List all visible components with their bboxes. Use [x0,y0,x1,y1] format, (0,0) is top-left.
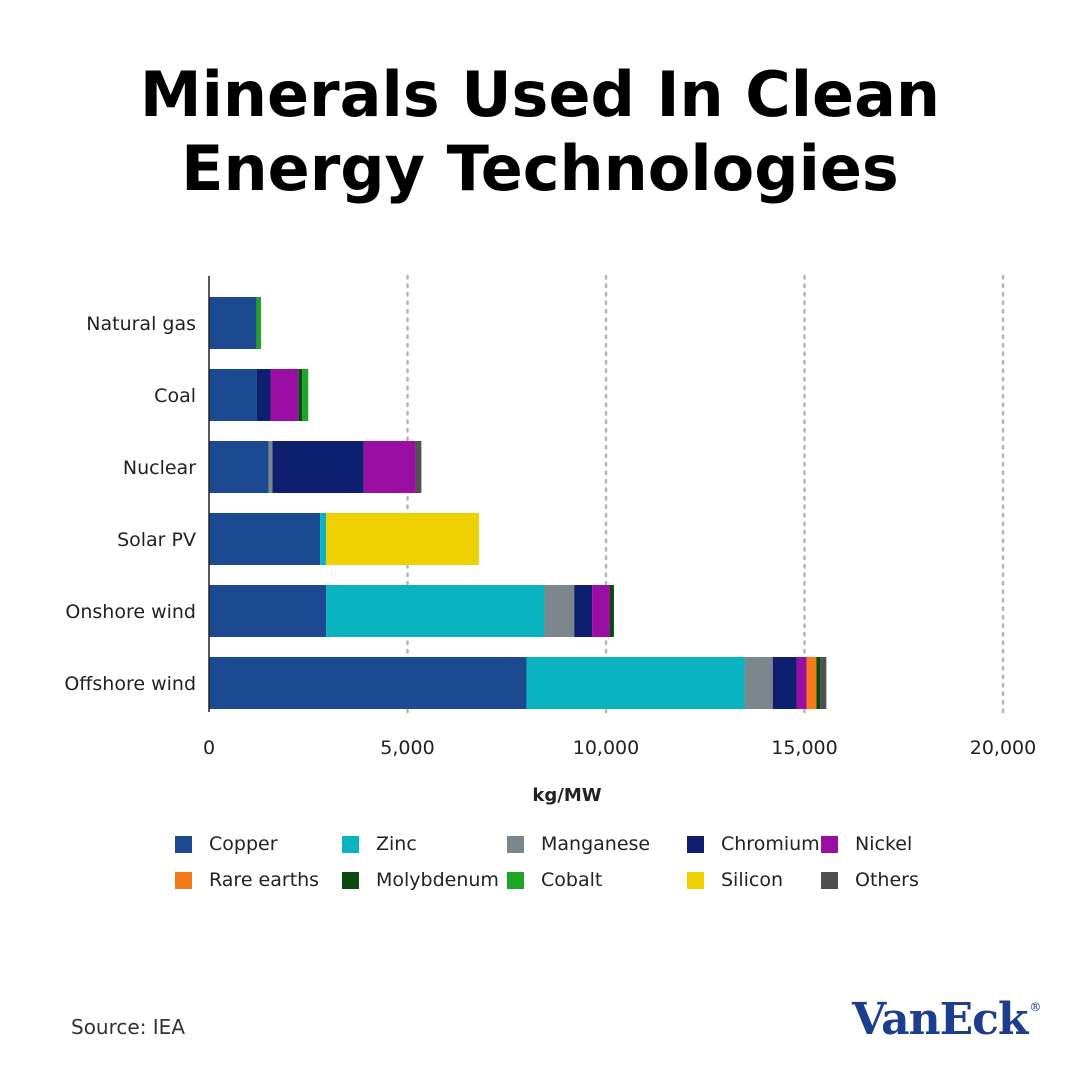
legend-swatch [342,871,359,889]
legend-item-nickel: Nickel [821,832,912,856]
legend-item-zinc: Zinc [342,832,417,856]
legend-swatch [342,835,359,853]
legend-label: Chromium [721,833,820,855]
bar-nuclear-manganese [268,441,273,493]
legend-label: Rare earths [209,869,320,891]
source-note: Source: IEA [71,1015,186,1039]
legend-item-cobalt: Cobalt [507,868,602,892]
x-axis-label: kg/MW [532,785,601,806]
x-tick-label-2: 10,000 [573,737,639,759]
bar-onshore-wind-zinc [326,585,545,637]
legend-item-silicon: Silicon [687,868,783,892]
y-category-label-0: Natural gas [86,313,196,335]
bar-onshore-wind-manganese [544,585,575,637]
bar-onshore-wind-chromium [574,585,593,637]
chart-title-line-1: Minerals Used In Clean [139,58,941,131]
registered-mark: ® [1029,1000,1041,1014]
bar-nuclear-others [415,441,422,493]
legend-label: Others [855,869,919,891]
bar-solar-pv-zinc [320,513,327,565]
legend-item-manganese: Manganese [507,832,650,856]
x-tick-label-1: 5,000 [380,737,434,759]
bar-natural-gas-copper [209,297,257,349]
bar-nuclear-nickel [363,441,416,493]
y-category-label-1: Coal [154,385,196,407]
legend-item-rare-earths: Rare earths [175,868,319,892]
bar-solar-pv-silicon [326,513,479,565]
bar-onshore-wind-molybdenum [609,585,614,637]
legend-swatch [507,871,524,889]
vaneck-logo: VanEck ® [852,994,1041,1045]
axes: 0 5,000 10,000 15,000 20,000 Natural gas Coal N… [64,276,1036,806]
logo-wordmark: VanEck [852,994,1028,1045]
legend-item-chromium: Chromium [687,832,820,856]
legend-item-others: Others [821,868,919,892]
legend-swatch [175,835,192,853]
bar-coal-nickel [270,369,299,421]
bar-coal-cobalt [302,369,309,421]
legend-item-molybdenum: Molybdenum [342,868,499,892]
bar-offshore-wind-manganese [744,657,773,709]
x-tick-label-0: 0 [203,737,215,759]
chart-title-line-2: Energy Technologies [181,132,899,205]
bar-offshore-wind-copper [209,657,527,709]
bar-onshore-wind-copper [209,585,327,637]
bar-offshore-wind-molybdenum [816,657,821,709]
y-category-label-5: Offshore wind [64,673,196,695]
bar-natural-gas-cobalt [256,297,262,349]
bar-offshore-wind-others [820,657,827,709]
legend-swatch [507,835,524,853]
bar-offshore-wind-chromium [772,657,797,709]
gridlines [406,274,1005,714]
legend-swatch [175,871,192,889]
legend-label: Zinc [376,833,417,855]
y-category-label-3: Solar PV [117,529,196,551]
bar-coal-chromium [256,369,271,421]
chart-title: Minerals Used In Clean Energy Technologi… [0,58,1080,206]
legend-label: Nickel [855,833,913,855]
legend-swatch [821,835,838,853]
legend-swatch [687,871,704,889]
legend-label: Silicon [721,869,784,891]
bar-offshore-wind-nickel [796,657,807,709]
bar-nuclear-chromium [272,441,364,493]
legend-label: Manganese [541,833,651,855]
legend-swatch [821,871,838,889]
bar-onshore-wind-nickel [592,585,610,637]
bar-solar-pv-copper [209,513,321,565]
bar-offshore-wind-zinc [526,657,745,709]
legend-label: Cobalt [541,869,603,891]
x-tick-label-4: 20,000 [970,737,1036,759]
bar-coal-copper [209,369,257,421]
x-tick-label-3: 15,000 [771,737,837,759]
legend-label: Copper [209,833,278,855]
stacked-bar-chart: 0 5,000 10,000 15,000 20,000 Natural gas Coal N… [64,274,1036,806]
legend-item-copper: Copper [175,832,278,856]
legend-swatch [687,835,704,853]
bar-nuclear-copper [209,441,269,493]
y-category-label-2: Nuclear [123,457,196,479]
bar-coal-molybdenum [298,369,303,421]
bars [209,297,827,709]
bar-offshore-wind-rare-earths [806,657,817,709]
legend-label: Molybdenum [376,869,499,891]
y-category-label-4: Onshore wind [65,601,196,623]
